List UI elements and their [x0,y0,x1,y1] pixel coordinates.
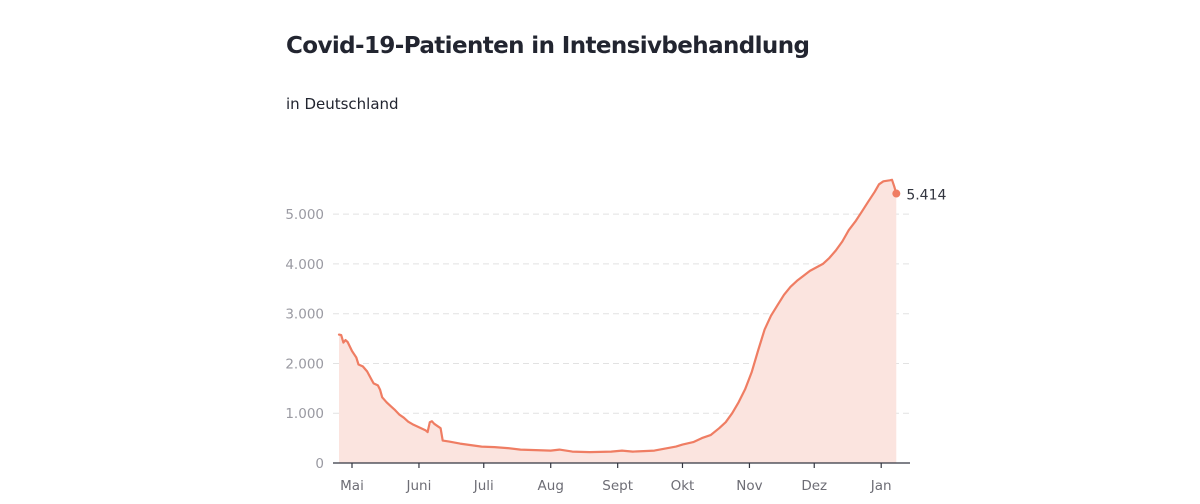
chart-subtitle: in Deutschland [286,95,399,113]
y-tick-label: 5.000 [285,207,324,223]
y-tick-label: 1.000 [285,406,324,422]
x-tick-label: Juni [406,478,432,494]
x-tick-label: Mai [340,478,364,494]
y-axis-labels: 0 1.000 2.000 3.000 4.000 5.000 [285,207,324,472]
y-tick-label: 2.000 [285,356,324,372]
chart-title: Covid-19-Patienten in Intensivbehandlung [286,33,810,59]
x-tick-label: Dez [801,478,827,494]
x-tick-label: Juli [473,478,494,494]
series-line [337,178,898,454]
y-tick-label: 3.000 [285,307,324,323]
x-tick-label: Aug [538,478,564,494]
area-layer [337,178,898,464]
x-tick-label: Sept [602,478,633,494]
y-tick-label: 0 [315,456,324,472]
x-axis [333,462,910,468]
x-tick-label: Okt [671,478,695,494]
y-tick-label: 4.000 [285,257,324,273]
x-tick-label: Jan [870,478,892,494]
x-axis-labels: Mai Juni Juli Aug Sept Okt Nov Dez Jan [340,478,891,494]
last-value-dot [892,189,901,198]
last-value-label: 5.414 [906,188,946,204]
end-marker: 5.414 [892,188,946,204]
series-area-fill [339,179,897,464]
x-tick-label: Nov [736,478,762,494]
